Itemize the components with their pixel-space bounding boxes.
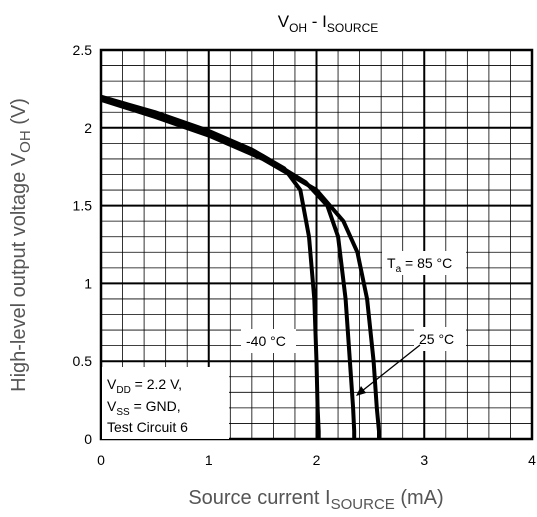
y-tick-label: 1 (84, 275, 92, 291)
x-tick-label: 3 (420, 452, 428, 468)
condition-vss: VSS = GND, (107, 398, 181, 418)
y-tick-label: 0 (84, 431, 92, 447)
condition-vdd: VDD = 2.2 V, (107, 376, 182, 396)
chart-title: VOH - ISOURCE (278, 12, 379, 35)
condition-test-circuit: Test Circuit 6 (107, 419, 188, 435)
series-line-2 (100, 96, 357, 439)
x-axis-title: Source current ISOURCE (mA) (188, 487, 443, 513)
y-tick-labels: 0 0.5 1 1.5 2 2.5 (73, 42, 93, 447)
annotation-minus-40: -40 °C (241, 329, 296, 353)
x-tick-label: 2 (313, 452, 321, 468)
annotation-25-arrow-line (361, 344, 421, 392)
plot-frame (99, 48, 534, 441)
y-tick-label: 2.5 (73, 42, 93, 58)
annotation-25-arrowhead (356, 386, 366, 396)
annotation-ta-85: Ta = 85 °C (382, 251, 466, 275)
series-line-3 (100, 97, 381, 439)
x-tick-label: 1 (205, 452, 213, 468)
annotation-25: 25 °C (356, 327, 466, 396)
conditions-box: VDD = 2.2 V, VSS = GND, Test Circuit 6 (102, 367, 229, 439)
series-layer (100, 94, 381, 439)
y-tick-label: 1.5 (73, 198, 93, 214)
x-tick-labels: 0 1 2 3 4 (97, 452, 536, 468)
annotation-25-label: 25 °C (419, 331, 454, 347)
annotation-ta-85-label: Ta = 85 °C (387, 255, 452, 275)
y-tick-label: 0.5 (73, 353, 93, 369)
annotation-minus-40-label: -40 °C (246, 333, 286, 349)
x-tick-label: 0 (97, 452, 105, 468)
y-tick-label: 2 (84, 120, 92, 136)
x-tick-label: 4 (528, 452, 536, 468)
y-axis-title: High-level output voltage VOH (V) (8, 98, 34, 392)
